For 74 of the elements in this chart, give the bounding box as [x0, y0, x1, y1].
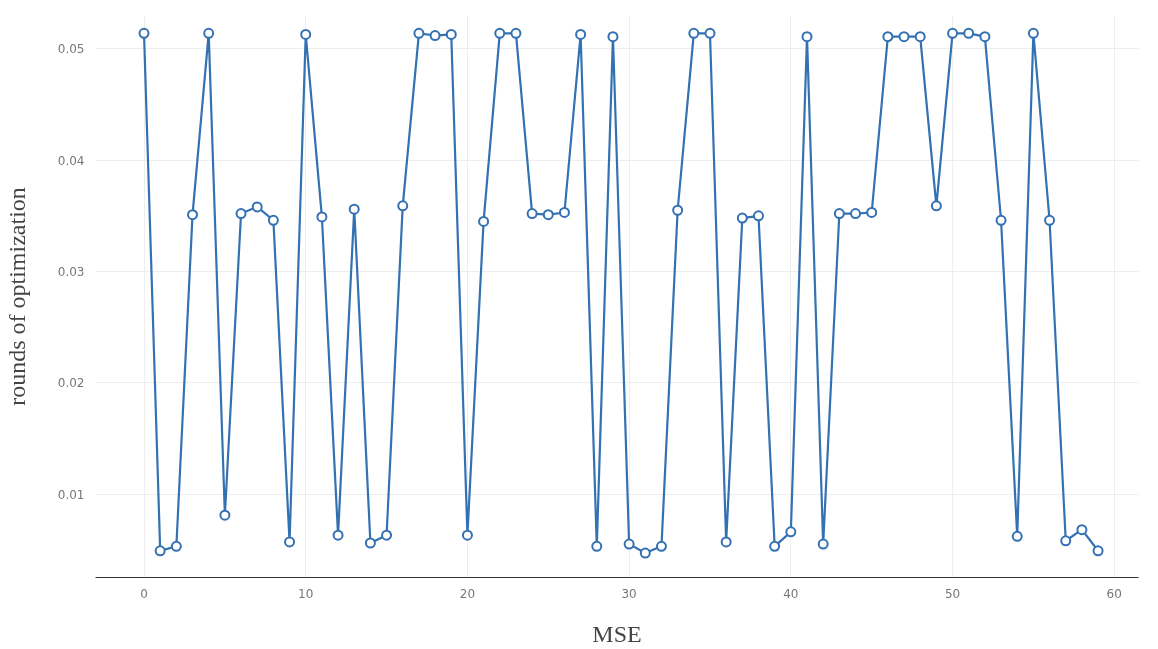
point: [332, 529, 344, 541]
point: [720, 536, 732, 548]
point: [203, 27, 215, 39]
x-tick-label: 0: [140, 586, 148, 601]
point: [575, 28, 587, 40]
point: [672, 204, 684, 216]
point: [882, 31, 894, 43]
point: [445, 28, 457, 40]
point: [413, 27, 425, 39]
point: [364, 537, 376, 549]
point: [429, 30, 441, 42]
point: [704, 27, 716, 39]
point: [138, 27, 150, 39]
point: [801, 31, 813, 43]
point: [558, 206, 570, 218]
y-tick-label: 0.03: [57, 264, 85, 279]
point: [478, 215, 490, 227]
point: [219, 509, 231, 521]
point: [316, 211, 328, 223]
point: [235, 208, 247, 220]
point: [267, 214, 279, 226]
point: [461, 529, 473, 541]
point: [526, 208, 538, 220]
point: [154, 545, 166, 557]
point: [1060, 535, 1072, 547]
point: [1092, 545, 1104, 557]
point: [752, 210, 764, 222]
point: [284, 536, 296, 548]
y-tick-label: 0.02: [57, 376, 85, 391]
point: [963, 27, 975, 39]
point: [187, 209, 199, 221]
point: [947, 27, 959, 39]
point: [850, 208, 862, 220]
x-tick-label: 50: [944, 586, 961, 601]
point: [381, 529, 393, 541]
point: [1027, 27, 1039, 39]
point: [251, 201, 263, 213]
point: [898, 31, 910, 43]
x-tick-label: 40: [783, 586, 799, 601]
point: [785, 526, 797, 538]
point: [623, 538, 635, 550]
point: [607, 31, 619, 43]
point: [300, 28, 312, 40]
point: [510, 27, 522, 39]
point: [736, 212, 748, 224]
point: [348, 203, 360, 215]
point: [688, 27, 700, 39]
x-tick-label: 30: [621, 586, 637, 601]
point: [1011, 530, 1023, 542]
point: [866, 206, 878, 218]
point: [494, 27, 506, 39]
point: [914, 31, 926, 43]
point: [817, 538, 829, 550]
x-axis-title: MSE: [592, 620, 642, 647]
point: [1076, 524, 1088, 536]
point: [639, 547, 651, 559]
point: [170, 540, 182, 552]
x-tick-label: 20: [459, 586, 476, 601]
point: [979, 31, 991, 43]
point: [397, 200, 409, 212]
x-tick-label: 60: [1106, 586, 1122, 601]
point: [769, 540, 781, 552]
x-tick-label: 10: [298, 586, 314, 601]
y-tick-label: 0.04: [57, 153, 85, 168]
y-tick-label: 0.01: [57, 487, 85, 502]
point: [930, 200, 942, 212]
point: [591, 540, 603, 552]
point: [833, 208, 845, 220]
point: [1044, 214, 1056, 226]
point: [655, 540, 667, 552]
point: [995, 214, 1007, 226]
y-axis-title: rounds of optimization: [3, 187, 30, 406]
point: [542, 209, 554, 221]
y-tick-label: 0.05: [57, 42, 85, 57]
